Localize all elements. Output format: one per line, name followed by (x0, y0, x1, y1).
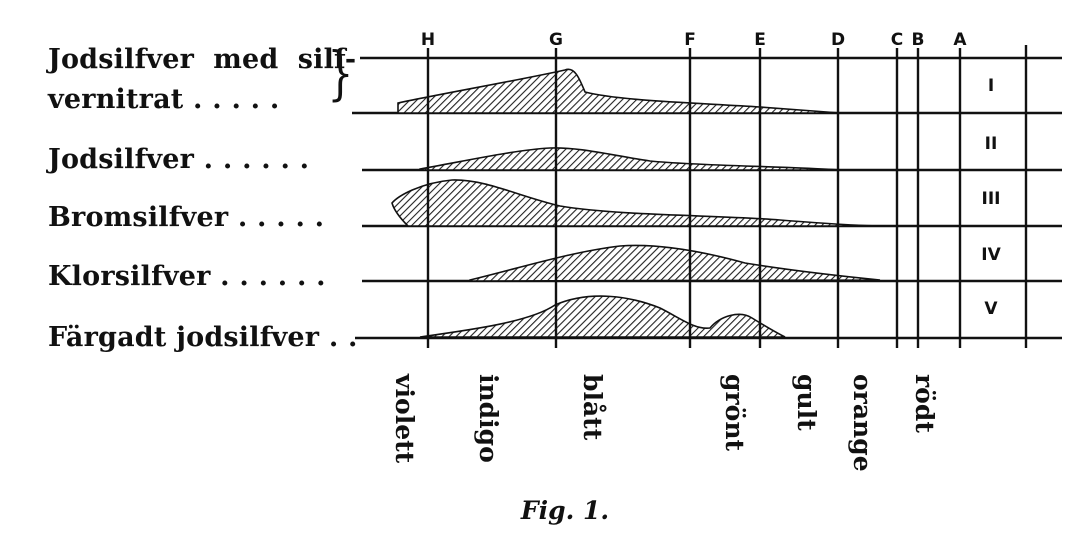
curve-row-5 (419, 295, 786, 338)
line-label-G: G (549, 30, 563, 50)
line-label-C: C (890, 30, 904, 50)
line-label-B: B (911, 30, 925, 50)
row-label-4: Klorsilfver . . . . . . (48, 261, 326, 292)
curve-row-4 (469, 244, 881, 282)
fraunhofer-lines (426, 45, 1028, 348)
figure-caption: Fig. 1. (520, 496, 610, 525)
color-label-orange: orange (848, 374, 877, 472)
line-label-H: H (420, 30, 436, 50)
row-label-5: Färgadt jodsilfver . . (48, 322, 358, 353)
roman-V: V (984, 299, 998, 319)
roman-III: III (981, 189, 1001, 209)
roman-II: II (984, 134, 998, 154)
color-label-gult: gult (792, 374, 821, 431)
curve-row-2 (419, 147, 841, 171)
line-label-A: A (953, 30, 967, 50)
roman-IV: IV (981, 245, 1001, 265)
color-label-blatt: blått (578, 374, 607, 441)
color-label-indigo: indigo (474, 374, 503, 463)
row-label-1: Jodsilfver med silf- vernitrat . . . . . (48, 44, 357, 115)
color-label-gront: grönt (720, 374, 749, 452)
line-label-E: E (754, 30, 766, 50)
brace: } (327, 39, 354, 107)
line-label-F: F (684, 30, 696, 50)
color-label-violett: violett (390, 374, 419, 464)
line-label-D: D (830, 30, 846, 50)
curve-row-1 (397, 68, 841, 114)
row-label-3: Bromsilfver . . . . . (48, 202, 325, 233)
curve-row-3 (391, 179, 886, 227)
color-label-rodt: rödt (910, 374, 939, 433)
roman-I: I (987, 76, 995, 96)
sensitivity-curves (391, 68, 886, 338)
row-label-2: Jodsilfver . . . . . . (48, 144, 310, 175)
